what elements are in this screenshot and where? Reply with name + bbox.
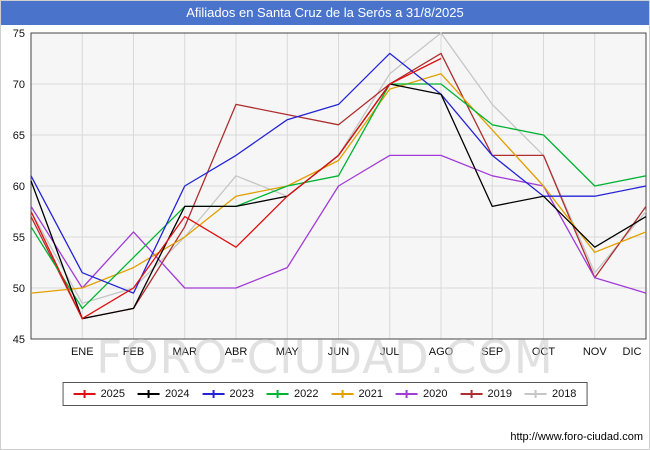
x-tick-MAR: MAR [173, 346, 198, 358]
y-tick-50: 50 [13, 283, 25, 295]
chart-canvas: 45 50 55 60 65 70 75 ENE FEB MAR ABR MAY JUN JUL AGO SE… [13, 28, 647, 358]
x-tick-MAY: MAY [276, 346, 300, 358]
title-bar: Afiliados en Santa Cruz de la Serós a 31… [1, 1, 649, 25]
legend-label: 2021 [358, 388, 383, 400]
chart-title: Afiliados en Santa Cruz de la Serós a 31… [186, 5, 464, 20]
legend-item-2023: 2023 [202, 388, 255, 400]
y-tick-75: 75 [13, 28, 25, 40]
y-tick-60: 60 [13, 181, 25, 193]
x-tick-JUN: JUN [328, 346, 349, 358]
legend-line-sample [524, 390, 547, 398]
legend-label: 2024 [165, 388, 190, 400]
legend-line-sample [73, 390, 96, 398]
legend-item-2019: 2019 [460, 388, 512, 400]
legend-line-sample [202, 390, 225, 398]
legend-label: 2022 [294, 388, 319, 400]
y-tick-70: 70 [13, 79, 25, 91]
x-tick-ENE: ENE [71, 346, 94, 358]
x-tick-SEP: SEP [481, 346, 503, 358]
series-line-2022 [30, 83, 647, 310]
x-tick-OCT: OCT [532, 346, 556, 358]
legend-item-2021: 2021 [331, 388, 383, 400]
x-tick-JUL: JUL [380, 346, 400, 358]
legend-label: 2020 [422, 388, 448, 400]
x-tick-ABR: ABR [225, 346, 248, 358]
legend-line-sample [395, 390, 418, 398]
legend-line-sample [138, 390, 161, 398]
legend-label: 2023 [229, 388, 255, 400]
legend: 2025 2024 2023 2022 2021 2020 2019 2018 [62, 382, 588, 406]
legend-label: 2025 [100, 388, 126, 400]
y-tick-65: 65 [13, 130, 25, 142]
series-line-2021 [30, 73, 647, 294]
x-tick-NOV: NOV [583, 346, 608, 358]
legend-line-sample [331, 390, 354, 398]
legend-item-2022: 2022 [267, 388, 319, 400]
x-tick-FEB: FEB [123, 346, 144, 358]
legend-line-sample [267, 390, 290, 398]
footer-url-link[interactable]: http://www.foro-ciudad.com [510, 431, 643, 443]
legend-item-2018: 2018 [524, 388, 577, 400]
y-tick-45: 45 [13, 334, 25, 346]
legend-label: 2019 [487, 388, 512, 400]
legend-item-2025: 2025 [73, 388, 126, 400]
legend-line-sample [460, 390, 483, 398]
x-tick-DIC: DIC [623, 346, 642, 358]
legend-item-2024: 2024 [138, 388, 190, 400]
series-line-2025 [30, 57, 442, 320]
legend-item-2020: 2020 [395, 388, 448, 400]
x-tick-AGO: AGO [429, 346, 454, 358]
legend-label: 2018 [551, 388, 577, 400]
y-tick-55: 55 [13, 232, 25, 244]
